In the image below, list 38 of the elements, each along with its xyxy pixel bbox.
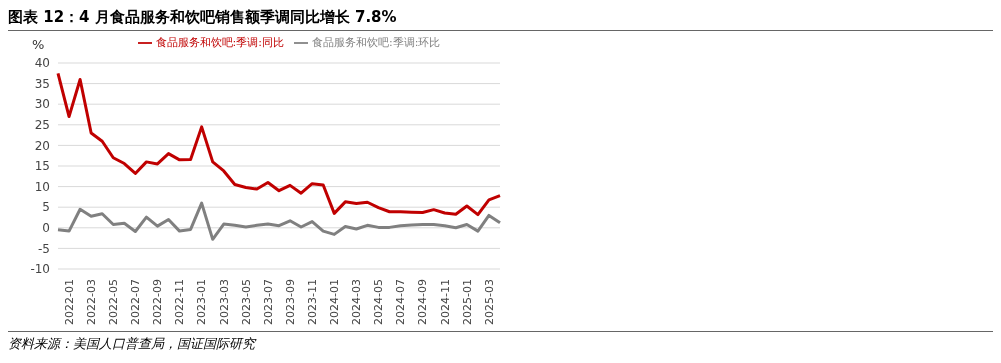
y-tick-label: -10: [30, 262, 50, 277]
y-tick-label: 40: [34, 56, 50, 71]
x-tick-label: 2023-03: [217, 279, 231, 325]
x-tick-label: 2023-09: [283, 279, 297, 325]
chart-title: 图表 12：4 月食品服务和饮吧销售额季调同比增长 7.8%: [8, 8, 397, 26]
x-tick-label: 2025-01: [460, 279, 474, 325]
x-tick-label: 2023-07: [261, 279, 275, 325]
x-tick-label: 2023-05: [239, 279, 253, 325]
x-tick-label: 2022-03: [84, 279, 98, 325]
x-tick-label: 2024-01: [328, 279, 342, 325]
y-tick-label: 20: [34, 138, 50, 153]
line-series: [56, 71, 502, 217]
x-tick-label: 2023-11: [305, 279, 319, 325]
y-tick-label: -5: [38, 241, 50, 256]
x-tick-label: 2022-01: [62, 279, 76, 325]
y-tick-label: 5: [42, 200, 50, 215]
y-tick-label: 10: [34, 179, 50, 194]
line-series: [56, 201, 502, 241]
y-tick-label: 35: [34, 76, 50, 91]
x-tick-label: 2024-11: [438, 279, 452, 325]
legend-label: 食品服务和饮吧:季调:同比: [155, 36, 284, 49]
legend-label: 食品服务和饮吧:季调:环比: [312, 36, 441, 49]
x-tick-label: 2022-05: [107, 279, 121, 325]
y-tick-label: 15: [34, 159, 50, 174]
x-tick-label: 2025-03: [482, 279, 496, 325]
x-tick-label: 2022-09: [151, 279, 165, 325]
x-tick-label: 2024-07: [394, 279, 408, 325]
x-tick-label: 2023-01: [195, 279, 209, 325]
y-tick-label: 25: [34, 118, 50, 133]
x-tick-label: 2024-03: [350, 279, 364, 325]
y-axis-title: %: [32, 37, 45, 52]
x-tick-label: 2022-07: [129, 279, 143, 325]
x-tick-label: 2024-05: [372, 279, 386, 325]
y-tick-label: 30: [34, 97, 50, 112]
y-tick-label: 0: [42, 221, 50, 236]
text: 资料来源：美国人口普查局，国证国际研究: [8, 335, 258, 353]
x-tick-label: 2022-11: [173, 279, 187, 325]
x-tick-label: 2024-09: [416, 279, 430, 325]
